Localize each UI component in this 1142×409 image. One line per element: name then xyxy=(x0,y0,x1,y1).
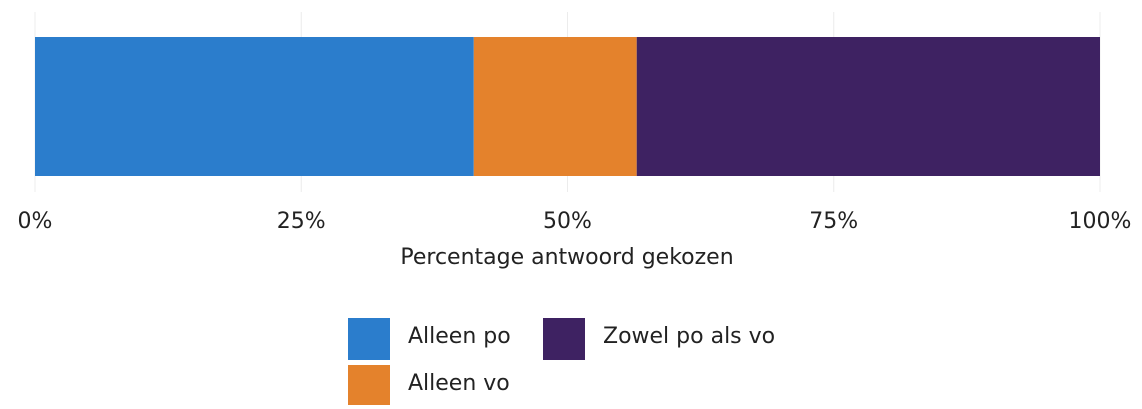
legend-swatch xyxy=(348,318,390,360)
x-tick-label: 75% xyxy=(809,209,858,234)
x-tick-label: 50% xyxy=(543,209,592,234)
bar-segment xyxy=(636,37,1100,176)
legend-label: Alleen vo xyxy=(408,371,510,396)
legend-swatch xyxy=(543,318,585,360)
x-tick-label: 100% xyxy=(1069,209,1132,234)
x-tick-label: 25% xyxy=(277,209,326,234)
x-axis-title: Percentage antwoord gekozen xyxy=(400,245,733,270)
x-tick-label: 0% xyxy=(18,209,53,234)
bar-segment xyxy=(473,37,637,176)
legend-swatch xyxy=(348,365,390,407)
legend-label: Zowel po als vo xyxy=(603,324,775,349)
bar-segment xyxy=(35,37,474,176)
legend-label: Alleen po xyxy=(408,324,511,349)
